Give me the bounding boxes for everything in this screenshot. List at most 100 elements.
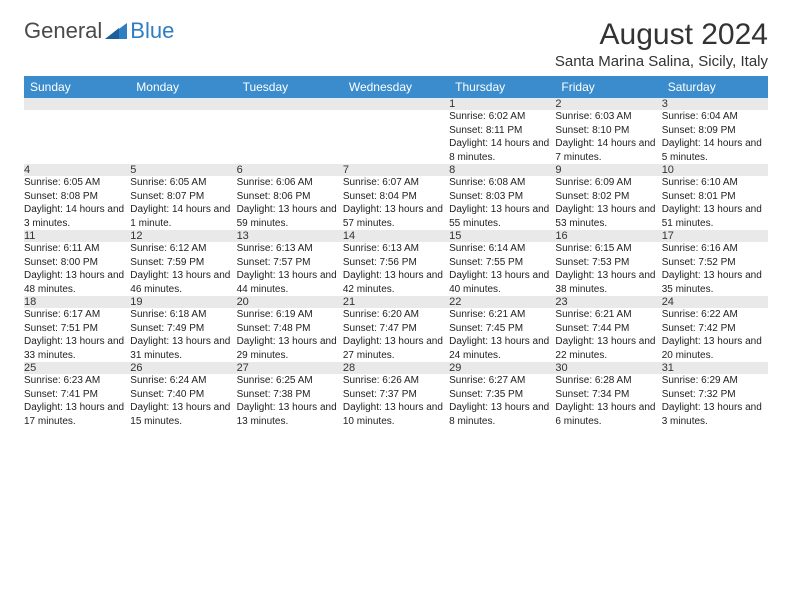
sunset-line: Sunset: 7:45 PM <box>449 322 555 336</box>
day-number-row: 25262728293031 <box>24 362 768 374</box>
day-number-cell: 4 <box>24 164 130 176</box>
calendar-table: SundayMondayTuesdayWednesdayThursdayFrid… <box>24 76 768 428</box>
day-number-row: 123 <box>24 98 768 110</box>
daylight-line: Daylight: 13 hours and 33 minutes. <box>24 335 130 362</box>
weekday-header: Sunday <box>24 76 130 98</box>
daylight-line: Daylight: 14 hours and 7 minutes. <box>555 137 661 164</box>
day-number-cell: 16 <box>555 230 661 242</box>
day-content-cell: Sunrise: 6:18 AMSunset: 7:49 PMDaylight:… <box>130 308 236 362</box>
day-number-cell: 2 <box>555 98 661 110</box>
daylight-line: Daylight: 13 hours and 46 minutes. <box>130 269 236 296</box>
day-number-cell <box>237 98 343 110</box>
day-number-cell: 1 <box>449 98 555 110</box>
sunrise-line: Sunrise: 6:15 AM <box>555 242 661 256</box>
sunset-line: Sunset: 7:53 PM <box>555 256 661 270</box>
day-number-cell: 30 <box>555 362 661 374</box>
sunrise-line: Sunrise: 6:10 AM <box>662 176 768 190</box>
sunrise-line: Sunrise: 6:23 AM <box>24 374 130 388</box>
day-number-cell: 5 <box>130 164 236 176</box>
daylight-line: Daylight: 13 hours and 27 minutes. <box>343 335 449 362</box>
daylight-line: Daylight: 13 hours and 51 minutes. <box>662 203 768 230</box>
sunrise-line: Sunrise: 6:18 AM <box>130 308 236 322</box>
weekday-header: Thursday <box>449 76 555 98</box>
daylight-line: Daylight: 13 hours and 8 minutes. <box>449 401 555 428</box>
day-number-cell <box>343 98 449 110</box>
sunrise-line: Sunrise: 6:13 AM <box>343 242 449 256</box>
day-number-cell: 13 <box>237 230 343 242</box>
sunset-line: Sunset: 8:04 PM <box>343 190 449 204</box>
day-content-cell: Sunrise: 6:05 AMSunset: 8:08 PMDaylight:… <box>24 176 130 230</box>
day-number-cell: 6 <box>237 164 343 176</box>
day-number-cell: 12 <box>130 230 236 242</box>
daylight-line: Daylight: 13 hours and 6 minutes. <box>555 401 661 428</box>
day-number-cell <box>130 98 236 110</box>
day-content-row: Sunrise: 6:02 AMSunset: 8:11 PMDaylight:… <box>24 110 768 164</box>
sunset-line: Sunset: 8:11 PM <box>449 124 555 138</box>
day-number-cell: 19 <box>130 296 236 308</box>
weekday-header: Saturday <box>662 76 768 98</box>
sunset-line: Sunset: 7:56 PM <box>343 256 449 270</box>
sunrise-line: Sunrise: 6:11 AM <box>24 242 130 256</box>
day-number-cell: 24 <box>662 296 768 308</box>
sunset-line: Sunset: 8:07 PM <box>130 190 236 204</box>
weekday-header: Monday <box>130 76 236 98</box>
sunrise-line: Sunrise: 6:12 AM <box>130 242 236 256</box>
brand-part1: General <box>24 18 102 44</box>
sunrise-line: Sunrise: 6:26 AM <box>343 374 449 388</box>
header: GeneralBlue August 2024 Santa Marina Sal… <box>24 18 768 70</box>
daylight-line: Daylight: 13 hours and 31 minutes. <box>130 335 236 362</box>
sunrise-line: Sunrise: 6:05 AM <box>24 176 130 190</box>
day-content-row: Sunrise: 6:11 AMSunset: 8:00 PMDaylight:… <box>24 242 768 296</box>
sunrise-line: Sunrise: 6:16 AM <box>662 242 768 256</box>
sunset-line: Sunset: 7:37 PM <box>343 388 449 402</box>
day-number-cell: 18 <box>24 296 130 308</box>
daylight-line: Daylight: 13 hours and 22 minutes. <box>555 335 661 362</box>
day-number-cell: 3 <box>662 98 768 110</box>
daylight-line: Daylight: 13 hours and 59 minutes. <box>237 203 343 230</box>
sunset-line: Sunset: 7:55 PM <box>449 256 555 270</box>
daylight-line: Daylight: 13 hours and 53 minutes. <box>555 203 661 230</box>
day-content-cell: Sunrise: 6:21 AMSunset: 7:44 PMDaylight:… <box>555 308 661 362</box>
daylight-line: Daylight: 14 hours and 8 minutes. <box>449 137 555 164</box>
location-label: Santa Marina Salina, Sicily, Italy <box>555 53 768 70</box>
day-content-cell: Sunrise: 6:02 AMSunset: 8:11 PMDaylight:… <box>449 110 555 164</box>
sunrise-line: Sunrise: 6:17 AM <box>24 308 130 322</box>
sunset-line: Sunset: 8:01 PM <box>662 190 768 204</box>
sunset-line: Sunset: 8:02 PM <box>555 190 661 204</box>
day-number-cell: 7 <box>343 164 449 176</box>
day-number-row: 45678910 <box>24 164 768 176</box>
sunset-line: Sunset: 7:47 PM <box>343 322 449 336</box>
sunset-line: Sunset: 7:42 PM <box>662 322 768 336</box>
sunrise-line: Sunrise: 6:05 AM <box>130 176 236 190</box>
daylight-line: Daylight: 13 hours and 38 minutes. <box>555 269 661 296</box>
daylight-line: Daylight: 13 hours and 29 minutes. <box>237 335 343 362</box>
day-number-cell: 21 <box>343 296 449 308</box>
day-content-cell: Sunrise: 6:20 AMSunset: 7:47 PMDaylight:… <box>343 308 449 362</box>
day-content-cell: Sunrise: 6:17 AMSunset: 7:51 PMDaylight:… <box>24 308 130 362</box>
sunset-line: Sunset: 7:48 PM <box>237 322 343 336</box>
day-number-cell: 20 <box>237 296 343 308</box>
day-content-cell: Sunrise: 6:25 AMSunset: 7:38 PMDaylight:… <box>237 374 343 428</box>
day-content-cell: Sunrise: 6:16 AMSunset: 7:52 PMDaylight:… <box>662 242 768 296</box>
day-number-cell: 9 <box>555 164 661 176</box>
daylight-line: Daylight: 13 hours and 57 minutes. <box>343 203 449 230</box>
sunrise-line: Sunrise: 6:13 AM <box>237 242 343 256</box>
day-content-cell: Sunrise: 6:10 AMSunset: 8:01 PMDaylight:… <box>662 176 768 230</box>
sunrise-line: Sunrise: 6:02 AM <box>449 110 555 124</box>
daylight-line: Daylight: 13 hours and 10 minutes. <box>343 401 449 428</box>
sunset-line: Sunset: 7:34 PM <box>555 388 661 402</box>
day-content-cell: Sunrise: 6:07 AMSunset: 8:04 PMDaylight:… <box>343 176 449 230</box>
day-content-cell: Sunrise: 6:26 AMSunset: 7:37 PMDaylight:… <box>343 374 449 428</box>
day-content-cell: Sunrise: 6:23 AMSunset: 7:41 PMDaylight:… <box>24 374 130 428</box>
day-number-cell: 15 <box>449 230 555 242</box>
daylight-line: Daylight: 13 hours and 35 minutes. <box>662 269 768 296</box>
daylight-line: Daylight: 13 hours and 3 minutes. <box>662 401 768 428</box>
daylight-line: Daylight: 13 hours and 20 minutes. <box>662 335 768 362</box>
day-number-cell: 14 <box>343 230 449 242</box>
sunset-line: Sunset: 8:10 PM <box>555 124 661 138</box>
daylight-line: Daylight: 13 hours and 42 minutes. <box>343 269 449 296</box>
day-content-row: Sunrise: 6:05 AMSunset: 8:08 PMDaylight:… <box>24 176 768 230</box>
day-content-cell: Sunrise: 6:05 AMSunset: 8:07 PMDaylight:… <box>130 176 236 230</box>
day-number-cell: 28 <box>343 362 449 374</box>
sunset-line: Sunset: 7:44 PM <box>555 322 661 336</box>
